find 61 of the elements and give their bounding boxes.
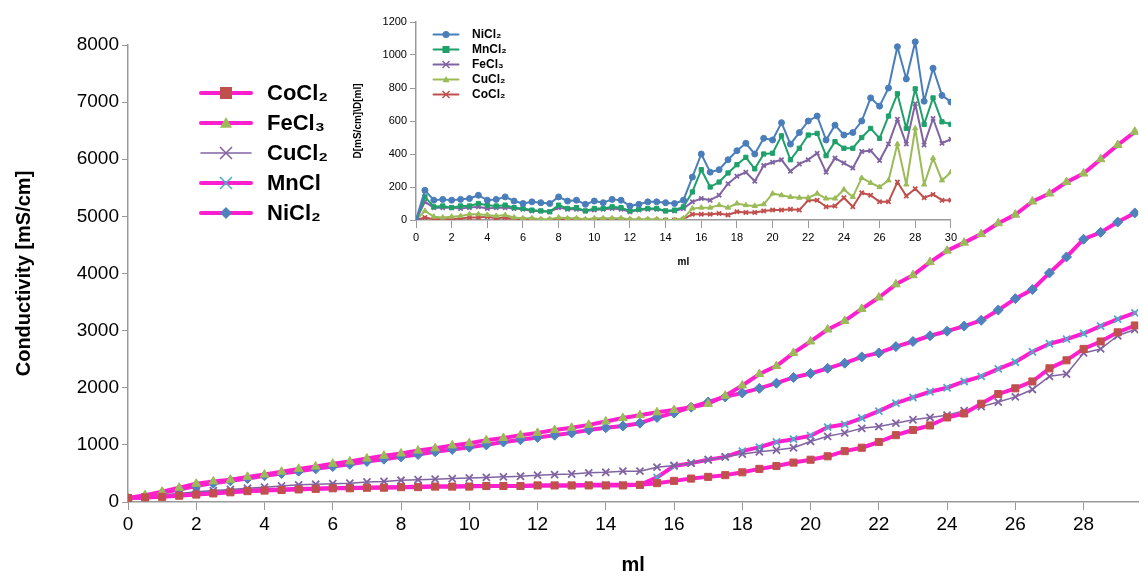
x-tick-label: 26 [873,230,886,243]
x-tick-label: 2 [448,230,455,243]
y-tick-label: 1000 [382,48,407,61]
x-tick-label: 16 [663,512,685,534]
x-tick-label: 0 [412,230,420,243]
x-tick-label: 12 [526,512,549,534]
x-tick-label: 16 [695,230,708,243]
x-tick-label: 18 [731,512,753,534]
x-tick-label: 2 [190,512,202,534]
legend-label: CoCl₂ [472,86,506,101]
x-tick-label: 8 [395,512,407,534]
y-tick-label: 6000 [76,147,119,169]
y-tick-label: 200 [388,180,407,193]
x-tick-label: 22 [802,230,815,243]
x-tick-label: 24 [837,230,851,243]
x-tick-label: 6 [327,512,339,534]
x-tick-label: 28 [1073,512,1095,534]
legend-label: NiCl₂ [267,200,321,225]
x-tick-label: 20 [800,512,822,534]
x-tick-label: 6 [519,230,527,243]
legend-label: CoCl₂ [267,80,329,105]
y-tick-label: 0 [400,213,407,226]
x-tick-label: 22 [868,512,890,534]
x-tick-label: 0 [122,512,134,534]
legend-label: CuCl₂ [267,140,329,165]
legend-label: MnCl₂ [472,41,507,56]
legend-label: NiCl₂ [472,26,502,41]
y-tick-label: 5000 [76,204,119,226]
x-tick-label: 28 [909,230,922,243]
legend-label: FeCl₃ [267,110,325,135]
y-axis-title: D[mS/cm]\D[ml] [351,83,363,159]
legend-label: CuCl₂ [472,71,506,86]
y-tick-label: 3000 [76,318,119,340]
x-tick-label: 12 [623,230,637,243]
x-tick-label: 18 [730,230,744,243]
x-axis-title: ml [621,552,645,575]
x-tick-label: 24 [936,512,959,534]
x-tick-label: 4 [259,512,271,534]
y-tick-label: 400 [388,147,407,160]
y-tick-label: 2000 [76,375,119,397]
x-tick-label: 20 [766,230,779,243]
y-tick-label: 0 [108,490,119,512]
y-tick-label: 600 [388,114,407,127]
y-tick-label: 1000 [76,433,119,455]
x-tick-label: 10 [458,512,480,534]
x-axis-title: ml [677,255,690,267]
x-tick-label: 4 [484,230,491,243]
y-axis-title: Conductivity [mS/cm] [11,170,34,377]
x-tick-label: 10 [588,230,601,243]
legend-label: FeCl₃ [472,56,504,71]
legend-label: MnCl [267,170,321,195]
y-tick-label: 8000 [76,33,119,55]
y-tick-label: 7000 [76,90,119,112]
y-tick-label: 800 [388,81,407,94]
x-tick-label: 8 [555,230,562,243]
y-tick-label: 1200 [382,15,407,28]
x-tick-label: 14 [659,230,672,243]
y-tick-label: 4000 [76,261,119,283]
x-tick-label: 30 [944,230,958,243]
x-tick-label: 14 [595,512,617,534]
x-tick-label: 26 [1004,512,1026,534]
